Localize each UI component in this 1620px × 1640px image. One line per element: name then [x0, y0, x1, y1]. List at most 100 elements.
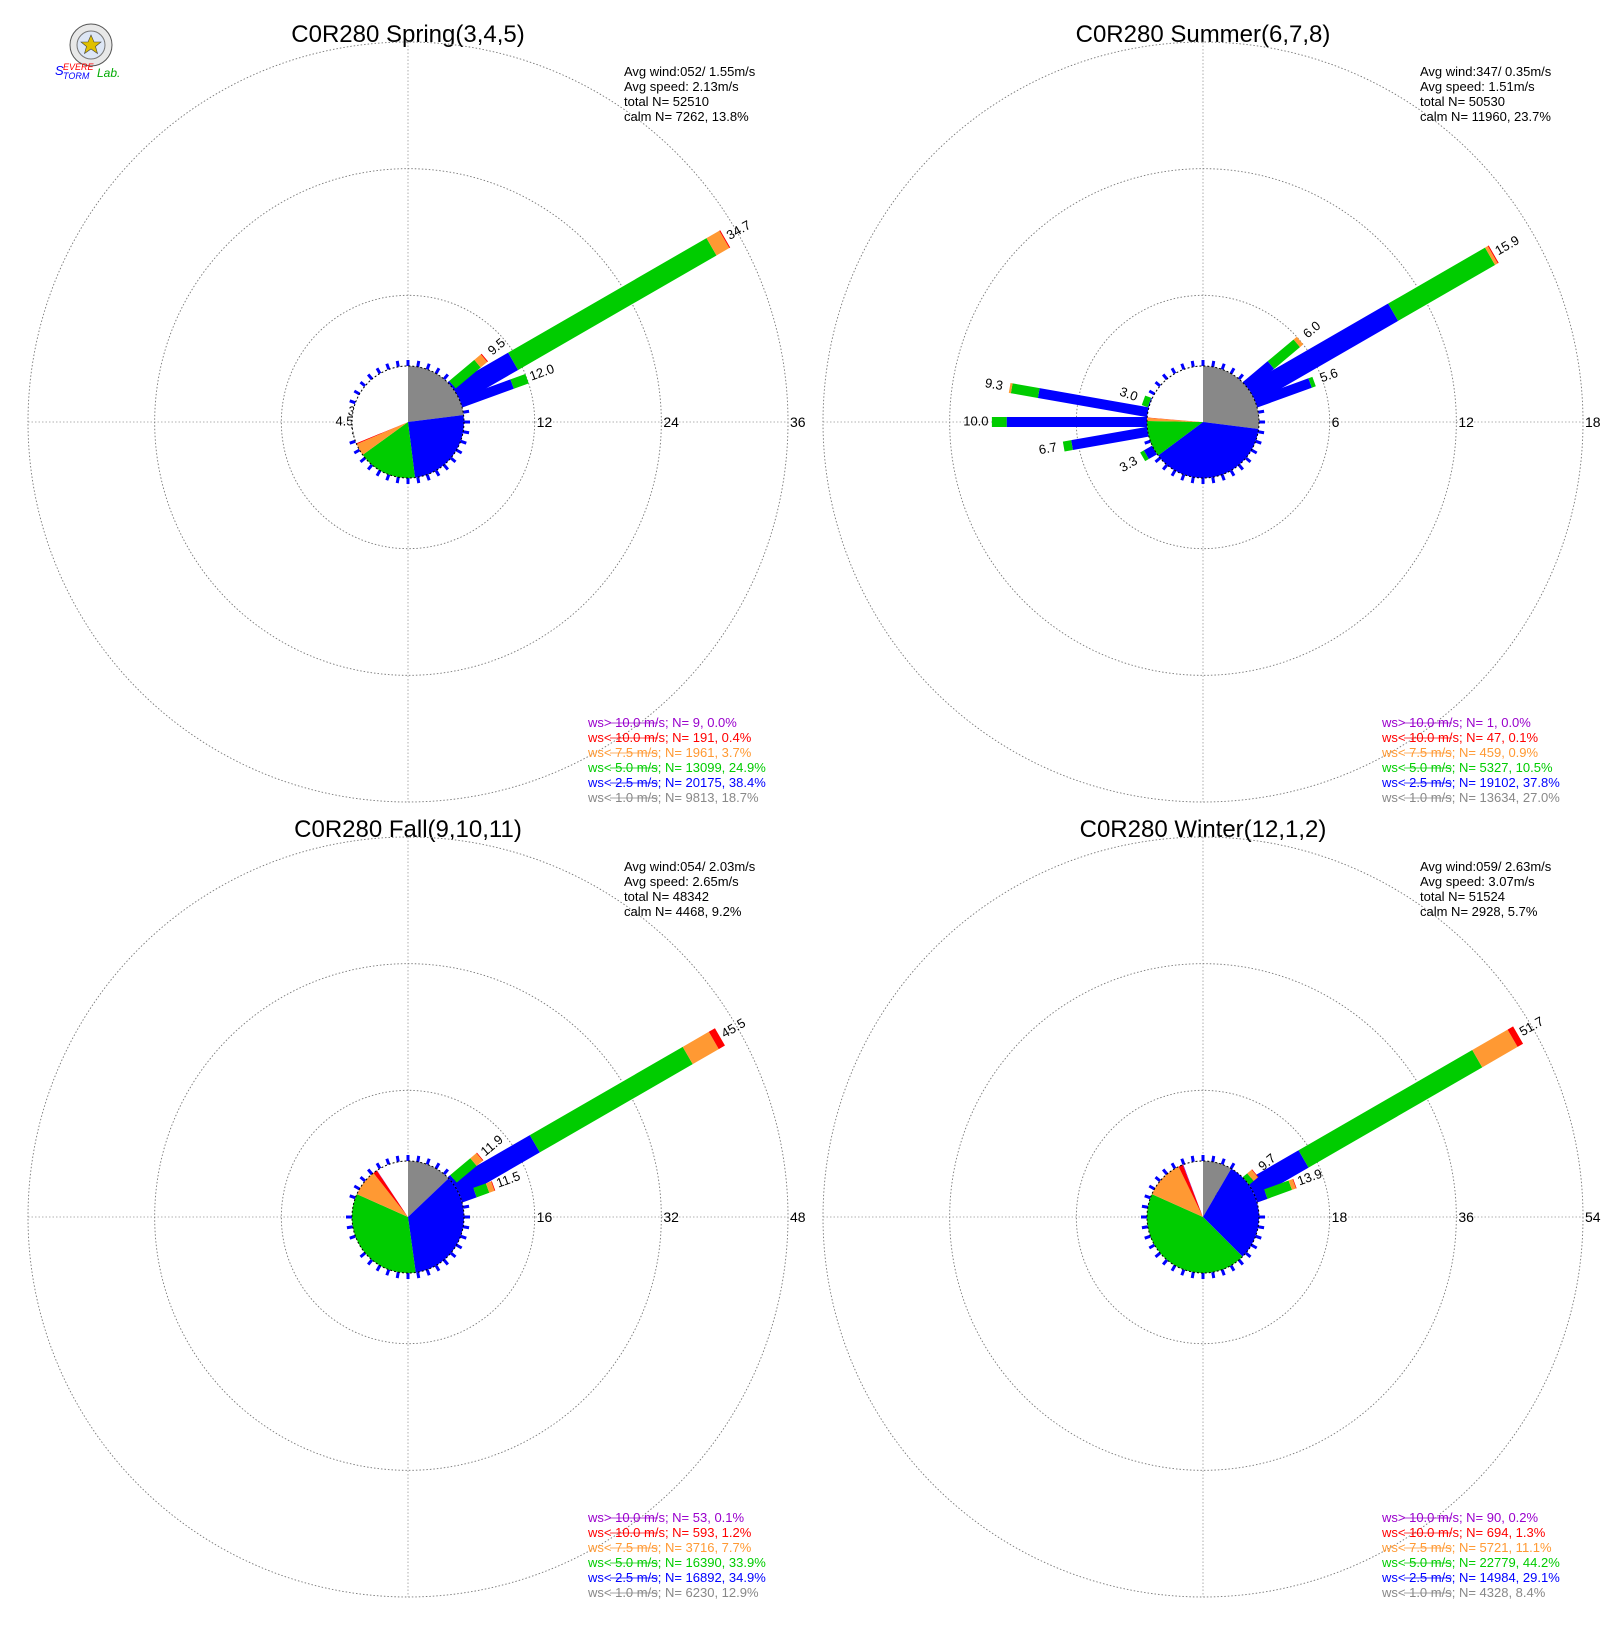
legend-entry: ws< 2.5 m/s; N= 20175, 38.4%: [587, 775, 766, 790]
stat-line: Avg speed: 1.51m/s: [1420, 79, 1535, 94]
pie-slice-calm: [351, 366, 408, 444]
pie-slice-lt25: [1203, 1168, 1260, 1257]
spoke-segment-lt25: [1242, 361, 1275, 390]
minor-tick: [349, 1194, 356, 1200]
grid-ring: [27, 836, 789, 1598]
legend: ws> 10.0 m/s; N= 53, 0.1%ws< 10.0 m/s; N…: [587, 1510, 766, 1600]
minor-tick: [1229, 469, 1236, 477]
minor-tick: [1237, 1258, 1245, 1266]
minor-tick: [1170, 367, 1177, 375]
direction-spoke: 9.3: [984, 375, 1149, 418]
pie-slice-lt10: [373, 1170, 408, 1217]
legend-entry: ws> 10.0 m/s; N= 90, 0.2%: [1381, 1510, 1539, 1525]
minor-tick: [1141, 1204, 1149, 1209]
minor-tick: [1229, 1264, 1236, 1272]
svg-text:Lab.: Lab.: [97, 66, 120, 80]
pie-slice-lt1: [1203, 1161, 1232, 1217]
pie-slice-lt1: [1203, 366, 1260, 430]
stat-line: total N= 51524: [1420, 889, 1505, 904]
spoke-percent-label: 9.3: [984, 375, 1004, 393]
minor-tick: [1144, 1234, 1151, 1240]
minor-tick: [1211, 476, 1216, 484]
minor-tick: [462, 1204, 470, 1209]
legend-entry: ws> 10.0 m/s; N= 53, 0.1%: [587, 1510, 745, 1525]
legend-entry: ws< 10.0 m/s; N= 47, 0.1%: [1381, 730, 1539, 745]
spoke-segment-lt25: [1143, 445, 1158, 460]
panel-title: C0R280 Winter(12,1,2): [1080, 816, 1327, 843]
minor-tick: [455, 1243, 463, 1250]
minor-tick: [1154, 1175, 1162, 1183]
minor-tick: [349, 439, 356, 445]
spoke-segment-lt75: [1472, 1029, 1518, 1068]
pie-slice-lt5: [352, 1194, 416, 1273]
legend-entry: ws< 5.0 m/s; N= 13099, 24.9%: [587, 760, 766, 775]
minor-tick: [1211, 1155, 1216, 1163]
spoke-segment-lt25: [458, 379, 514, 408]
pie-slice-lt75: [356, 1172, 408, 1217]
stat-line: total N= 52510: [624, 94, 709, 109]
pie-outline: [351, 1160, 465, 1274]
minor-tick: [1244, 456, 1252, 464]
minor-tick: [1257, 409, 1265, 414]
speed-class-pie: [1146, 365, 1260, 479]
minor-tick: [353, 448, 361, 455]
minor-tick: [425, 1158, 431, 1165]
minor-tick: [416, 476, 421, 484]
stat-line: Avg wind:347/ 0.35m/s: [1420, 64, 1552, 79]
spoke-segment-lt25: [1253, 1189, 1268, 1203]
minor-tick: [366, 373, 374, 381]
minor-tick: [1154, 380, 1162, 388]
minor-direction-ticks: [1141, 1155, 1265, 1279]
wind-rose-panel: C0R280 Winter(12,1,2)18365451.79.713.92.…: [822, 816, 1601, 1600]
logo-star-icon: [80, 34, 102, 55]
spoke-segment-lt25: [1246, 303, 1399, 403]
grid-ring: [154, 168, 662, 676]
minor-tick: [1180, 363, 1186, 370]
spoke-segment-lt75: [682, 1031, 719, 1065]
wind-rose-panel: C0R280 Fall(9,10,11)16324845.511.911.53.…: [27, 816, 806, 1600]
pie-slice-lt1: [408, 366, 464, 422]
minor-tick: [462, 430, 470, 435]
spoke-segment-lt5: [510, 373, 529, 389]
minor-tick: [1170, 1162, 1177, 1170]
minor-tick: [1229, 1162, 1236, 1170]
minor-tick: [1170, 1264, 1177, 1272]
spoke-segment-lt5: [1141, 395, 1152, 408]
minor-tick: [434, 367, 441, 375]
minor-tick: [385, 1158, 391, 1165]
minor-tick: [353, 389, 361, 396]
spoke-segment-lt25: [451, 1135, 540, 1198]
minor-tick: [460, 439, 467, 445]
spoke-percent-label: 3.0: [1118, 384, 1140, 404]
pie-slice-calm: [377, 1161, 408, 1217]
spoke-percent-label: 5.6: [1318, 365, 1340, 385]
pie-slice-lt25: [408, 1178, 464, 1273]
legend: ws> 10.0 m/s; N= 90, 0.2%ws< 10.0 m/s; N…: [1381, 1510, 1560, 1600]
minor-tick: [1144, 1194, 1151, 1200]
minor-tick: [349, 1234, 356, 1240]
pie-slice-lt25: [1158, 422, 1259, 478]
svg-text:EVERE: EVERE: [63, 62, 95, 72]
pie-slice-gt10: [1182, 1164, 1203, 1217]
spoke-segment-lt10: [1487, 245, 1499, 264]
spoke-segment-lt25: [1246, 1150, 1309, 1198]
minor-tick: [353, 1184, 361, 1191]
legend-entry: ws< 2.5 m/s; N= 14984, 29.1%: [1381, 1570, 1560, 1585]
ring-label: 54: [1585, 1209, 1601, 1225]
legend-entry: ws< 10.0 m/s; N= 593, 1.2%: [587, 1525, 752, 1540]
minor-tick: [349, 399, 356, 405]
grid-ring: [822, 41, 1584, 803]
minor-tick: [416, 1271, 421, 1279]
legend-entry: ws< 1.0 m/s; N= 4328, 8.4%: [1381, 1585, 1546, 1600]
minor-tick: [385, 363, 391, 370]
grid-ring: [822, 836, 1584, 1598]
panel-title: C0R280 Summer(6,7,8): [1076, 21, 1331, 48]
grid-ring: [1075, 294, 1331, 550]
legend-entry: ws< 7.5 m/s; N= 459, 0.9%: [1381, 745, 1539, 760]
minor-tick: [1190, 1155, 1195, 1163]
pie-slice-lt75: [1151, 1166, 1203, 1217]
spoke-segment-lt5: [1140, 450, 1149, 462]
spoke-segment-lt75: [474, 354, 488, 368]
minor-tick: [359, 456, 367, 464]
